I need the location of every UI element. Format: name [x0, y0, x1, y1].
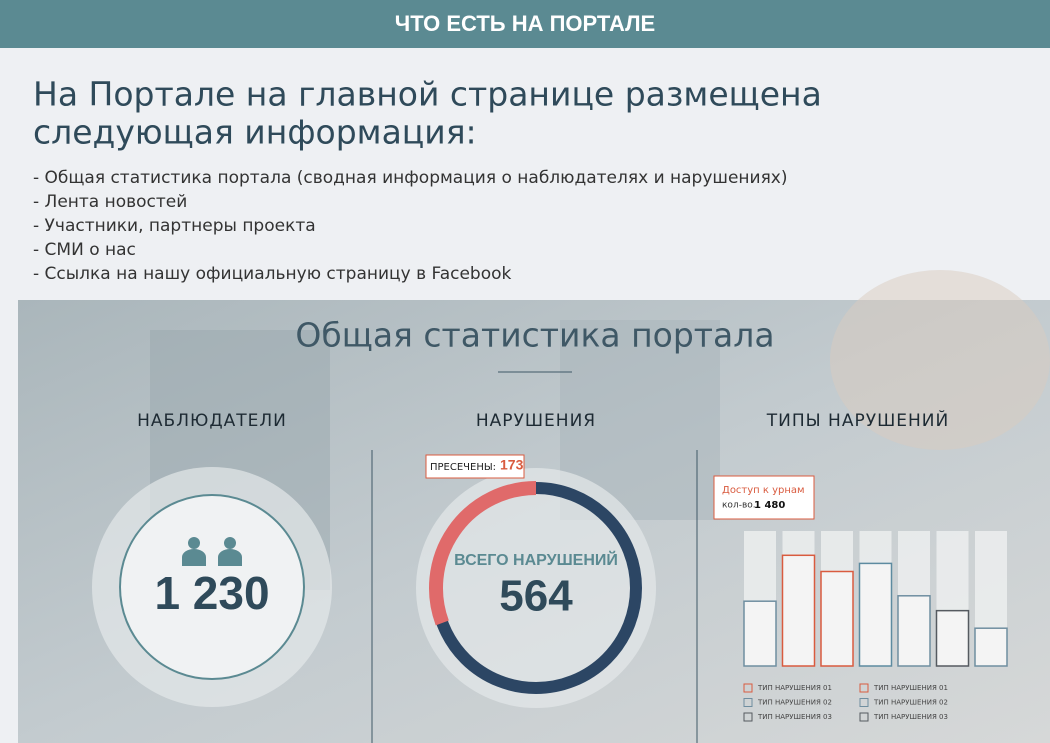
observers-circle	[119, 494, 305, 680]
legend-label: ТИП НАРУШЕНИЯ 02	[873, 699, 948, 707]
bullet: - Участники, партнеры проекта	[33, 216, 316, 236]
tooltip-value: 1 480	[754, 500, 785, 511]
bar	[781, 554, 816, 667]
main-title: следующая информация:	[33, 113, 477, 152]
legend-swatch	[859, 683, 869, 693]
people-icon	[182, 537, 242, 566]
legend-swatch	[859, 698, 869, 707]
main-title: На Портале на главной странице размещена	[33, 75, 822, 114]
bar	[743, 600, 777, 667]
type-tooltip	[713, 475, 815, 520]
total-value: 564	[499, 572, 573, 621]
stopped-label: ПРЕСЕЧЕНЫ:	[430, 462, 496, 473]
bar	[897, 595, 931, 667]
bar	[935, 609, 970, 667]
legend-swatch	[743, 683, 753, 693]
tooltip-title: Доступ к урнам	[722, 485, 805, 496]
legend-swatch	[743, 712, 753, 722]
column-heading: НАБЛЮДАТЕЛИ	[137, 411, 287, 431]
stats-title: Общая статистика портала	[295, 316, 774, 355]
stopped-arc	[429, 481, 537, 626]
legend-label: ТИП НАРУШЕНИЯ 03	[757, 713, 832, 721]
column-heading: НАРУШЕНИЯ	[476, 411, 596, 431]
legend-label: ТИП НАРУШЕНИЯ 01	[873, 684, 948, 692]
tooltip-label: кол-во.	[722, 501, 756, 511]
header-title: ЧТО ЕСТЬ НА ПОРТАЛЕ	[395, 11, 655, 36]
portal-screenshot: Общая статистика портала НАБЛЮДАТЕЛИ НАР…	[18, 270, 1050, 743]
header-bar	[0, 0, 1050, 48]
legend-label: ТИП НАРУШЕНИЯ 02	[757, 699, 832, 707]
bullet: - Лента новостей	[33, 192, 187, 212]
bar	[974, 627, 1008, 667]
observers-count: 1 230	[154, 567, 269, 619]
bullets: - Общая статистика портала (сводная инфо…	[33, 168, 788, 284]
bar	[858, 562, 893, 667]
stopped-value: 173	[500, 457, 524, 473]
bullet: - СМИ о нас	[33, 240, 136, 260]
legend-label: ТИП НАРУШЕНИЯ 01	[757, 684, 832, 692]
violations-halo	[416, 468, 656, 708]
total-label: ВСЕГО НАРУШЕНИЙ	[454, 550, 618, 569]
column-heading: ТИПЫ НАРУШЕНИЙ	[766, 409, 949, 431]
bar	[820, 570, 854, 667]
legend-label: ТИП НАРУШЕНИЯ 03	[873, 713, 948, 721]
legend-swatch	[743, 698, 753, 707]
legend-swatch	[859, 712, 869, 722]
bullet: - Общая статистика портала (сводная инфо…	[33, 168, 788, 188]
stopped-tooltip	[425, 454, 525, 479]
photo-person	[830, 270, 1050, 450]
bullet: - Ссылка на нашу официальную страницу в …	[33, 264, 512, 284]
